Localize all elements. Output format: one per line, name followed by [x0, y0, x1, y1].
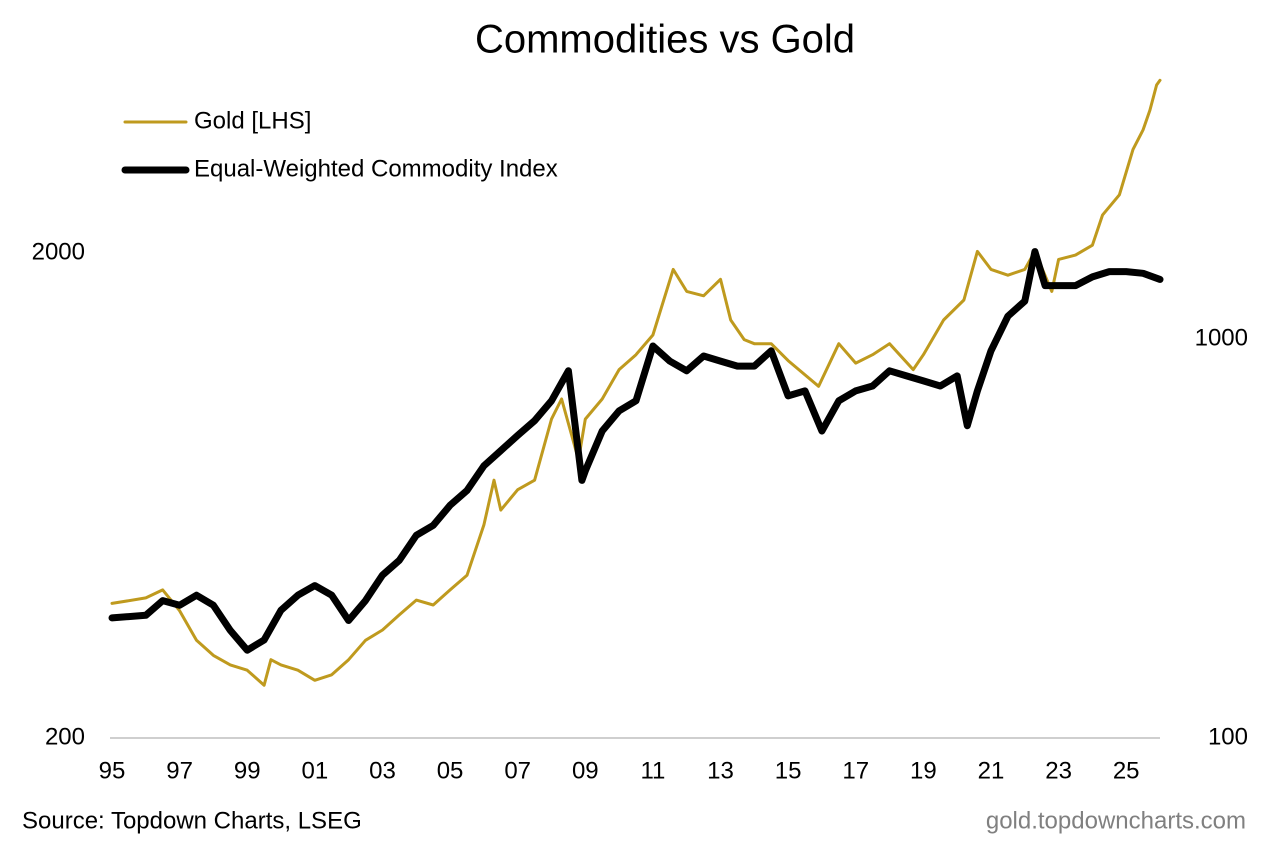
x-tick-label: 23 — [1045, 757, 1072, 784]
y2-tick-label: 1000 — [1195, 324, 1248, 351]
series-line — [108, 248, 1164, 654]
chart-title: Commodities vs Gold — [475, 18, 855, 62]
x-tick-label: 11 — [640, 757, 665, 784]
x-tick-label: 13 — [707, 757, 734, 784]
x-tick-label: 01 — [301, 757, 328, 784]
x-tick-label: 05 — [437, 757, 464, 784]
x-tick-label: 17 — [842, 757, 869, 784]
x-tick-label: 97 — [166, 757, 193, 784]
x-tick-label: 25 — [1113, 757, 1140, 784]
x-tick-label: 21 — [978, 757, 1005, 784]
x-tick-label: 19 — [910, 757, 937, 784]
x-tick-label: 09 — [572, 757, 599, 784]
x-tick-label: 99 — [234, 757, 261, 784]
website-note: gold.topdowncharts.com — [986, 807, 1246, 834]
x-tick-label: 15 — [775, 757, 802, 784]
y2-tick-label: 100 — [1208, 723, 1248, 750]
legend-label: Equal-Weighted Commodity Index — [194, 155, 558, 182]
x-tick-label: 95 — [99, 757, 126, 784]
source-note: Source: Topdown Charts, LSEG — [22, 807, 362, 834]
y-tick-label: 2000 — [32, 238, 85, 265]
x-tick-label: 07 — [504, 757, 531, 784]
legend-label: Gold [LHS] — [194, 107, 311, 134]
x-tick-label: 03 — [369, 757, 396, 784]
y-tick-label: 200 — [45, 723, 85, 750]
